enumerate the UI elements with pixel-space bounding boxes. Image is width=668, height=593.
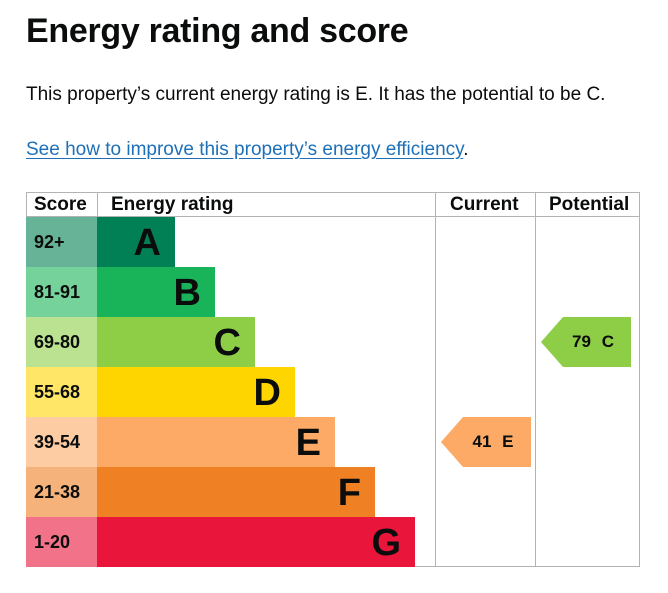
band-letter: D: [253, 372, 281, 414]
band-bar: F: [97, 467, 375, 517]
current-arrow-shape: [441, 417, 531, 467]
potential-rating-arrow: 79 C: [541, 317, 631, 367]
header-energy-rating: Energy rating: [111, 194, 234, 215]
band-bar: G: [97, 517, 415, 567]
band-score-range: 1-20: [26, 517, 97, 567]
band-score-range: 55-68: [26, 367, 97, 417]
band-letter: G: [371, 522, 401, 564]
divider-current: [435, 192, 436, 567]
rating-summary: This property’s current energy rating is…: [26, 84, 606, 105]
link-suffix: .: [463, 139, 469, 160]
improve-link-wrapper: See how to improve this property’s energ…: [26, 139, 469, 161]
potential-arrow-shape: [541, 317, 631, 367]
band-bar: A: [97, 217, 175, 267]
potential-rating-label: 79 C: [541, 317, 631, 367]
current-letter: E: [502, 432, 514, 451]
band-letter: E: [295, 422, 321, 464]
band-bar: B: [97, 267, 215, 317]
band-letter: A: [133, 222, 161, 264]
header-divider: [26, 216, 640, 217]
improve-efficiency-link[interactable]: See how to improve this property’s energ…: [26, 139, 464, 160]
band-score-range: 92+: [26, 217, 97, 267]
divider-potential: [535, 192, 536, 567]
current-rating-arrow: 41 E: [441, 417, 531, 467]
band-score-range: 81-91: [26, 267, 97, 317]
band-score-range: 21-38: [26, 467, 97, 517]
header-score: Score: [34, 194, 87, 215]
band-bar: E: [97, 417, 335, 467]
energy-rating-chart: Score Energy rating Current Potential 92…: [26, 192, 640, 567]
page-title: Energy rating and score: [26, 12, 409, 50]
band-bar: D: [97, 367, 295, 417]
band-score-range: 69-80: [26, 317, 97, 367]
band-bar: C: [97, 317, 255, 367]
potential-letter: C: [601, 332, 614, 351]
current-rating-label: 41 E: [441, 417, 531, 467]
current-score: 41: [472, 432, 492, 451]
header-potential: Potential: [549, 194, 630, 215]
band-score-range: 39-54: [26, 417, 97, 467]
divider-score: [97, 192, 98, 217]
band-letter: C: [213, 322, 241, 364]
band-letter: B: [173, 272, 201, 314]
band-letter: F: [337, 472, 361, 514]
header-current: Current: [450, 194, 519, 215]
potential-score: 79: [572, 332, 591, 351]
